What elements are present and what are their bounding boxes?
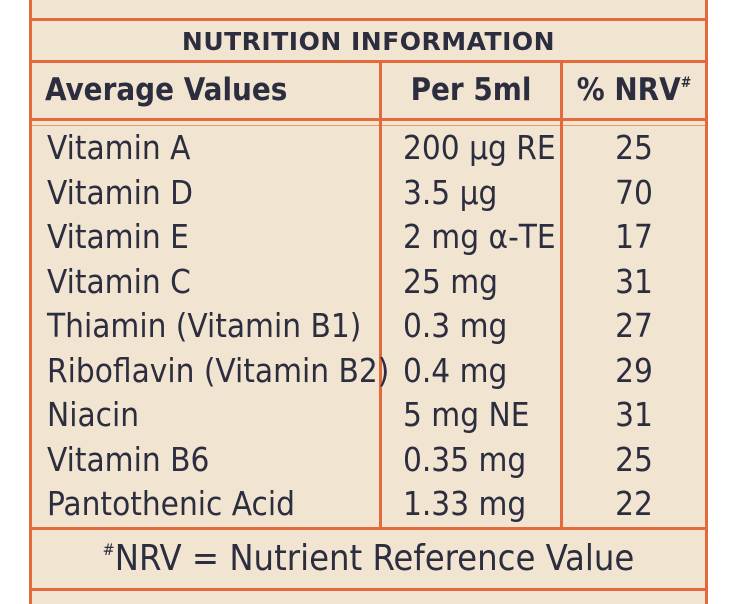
nrv-percent: 25 xyxy=(615,439,653,479)
table-row: Vitamin C 25 mg 31 xyxy=(32,259,705,304)
nrv-percent: 27 xyxy=(615,306,653,345)
nrv-percent: 22 xyxy=(615,484,653,523)
column-divider xyxy=(560,63,563,530)
label-background xyxy=(29,0,708,604)
footnote: #NRV = Nutrient Reference Value xyxy=(32,530,705,588)
header-divider xyxy=(32,118,705,121)
nutrient-name: Niacin xyxy=(47,395,140,434)
header-nrv: % NRV# xyxy=(563,63,705,118)
nutrient-name: Vitamin D xyxy=(47,172,193,212)
nutrient-name: Pantothenic Acid xyxy=(47,484,295,523)
table-row: Vitamin E 2 mg α-TE 17 xyxy=(32,214,705,259)
nutrient-name: Riboflavin (Vitamin B2) xyxy=(47,350,390,390)
nutrient-name: Thiamin (Vitamin B1) xyxy=(47,306,362,345)
table-row: Riboflavin (Vitamin B2) 0.4 mg 29 xyxy=(32,348,705,393)
table-row: Pantothenic Acid 1.33 mg 22 xyxy=(32,481,705,526)
column-divider xyxy=(379,63,382,530)
header-nrv-label: % NRV xyxy=(576,72,681,108)
footnote-text: NRV = Nutrient Reference Value xyxy=(114,538,635,579)
per-5ml-value: 200 µg RE xyxy=(403,128,556,167)
header-divider-thin xyxy=(32,125,705,126)
nutrient-name: Vitamin C xyxy=(47,261,191,301)
nrv-percent: 70 xyxy=(615,172,653,212)
nrv-percent: 17 xyxy=(615,217,653,256)
table-row: Vitamin A 200 µg RE 25 xyxy=(32,125,705,170)
table-row: Vitamin D 3.5 µg 70 xyxy=(32,170,705,215)
nutrition-table xyxy=(29,18,708,591)
per-5ml-value: 5 mg NE xyxy=(403,395,530,434)
header-nrv-mark: # xyxy=(680,75,692,91)
nrv-percent: 25 xyxy=(615,128,653,167)
per-5ml-value: 0.3 mg xyxy=(403,306,508,345)
header-per-5ml: Per 5ml xyxy=(410,72,532,108)
table-title: NUTRITION INFORMATION xyxy=(32,21,705,63)
per-5ml-value: 0.4 mg xyxy=(403,350,508,390)
table-row: Thiamin (Vitamin B1) 0.3 mg 27 xyxy=(32,303,705,348)
nutrient-name: Vitamin E xyxy=(47,217,189,256)
nrv-percent: 31 xyxy=(615,395,653,434)
nrv-percent: 31 xyxy=(615,261,653,301)
table-row: Vitamin B6 0.35 mg 25 xyxy=(32,437,705,482)
table-row: Niacin 5 mg NE 31 xyxy=(32,392,705,437)
per-5ml-value: 2 mg α-TE xyxy=(403,217,556,256)
nutrient-name: Vitamin B6 xyxy=(47,439,210,479)
per-5ml-value: 3.5 µg xyxy=(403,172,498,212)
header-average-values: Average Values xyxy=(45,72,288,108)
per-5ml-value: 25 mg xyxy=(403,261,498,301)
per-5ml-value: 1.33 mg xyxy=(403,484,527,523)
per-5ml-value: 0.35 mg xyxy=(403,439,527,479)
nutrient-name: Vitamin A xyxy=(47,128,191,167)
nrv-percent: 29 xyxy=(615,350,653,390)
footer-divider xyxy=(32,527,705,530)
footnote-mark: # xyxy=(102,540,115,559)
